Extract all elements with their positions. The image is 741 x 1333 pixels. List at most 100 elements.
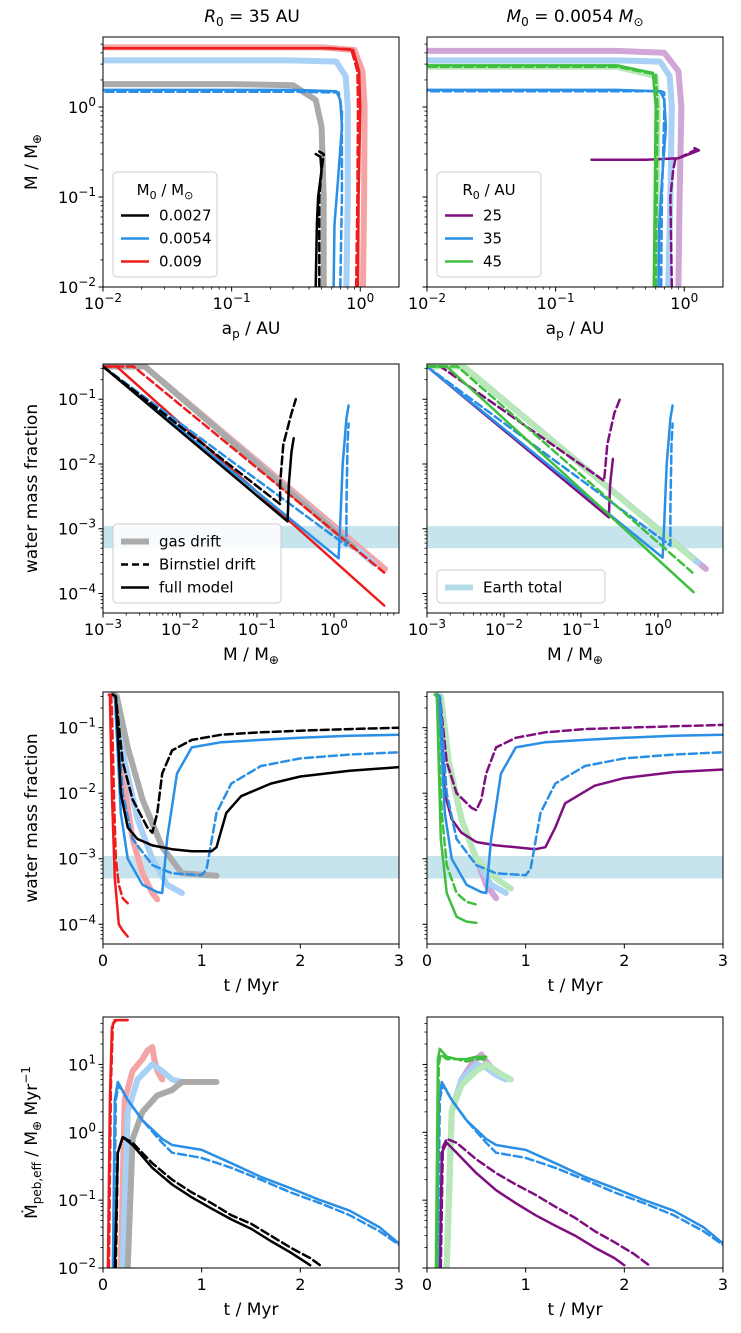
series-line xyxy=(103,365,350,560)
x-tick-label: 0 xyxy=(422,951,432,970)
y-tick-label: 10−1 xyxy=(58,1188,96,1210)
y-axis-label: M / M⊕ xyxy=(22,134,44,190)
x-axis-label: M / M⊕ xyxy=(547,645,603,667)
x-tick-label: 2 xyxy=(619,951,629,970)
series-line xyxy=(111,693,399,877)
series-line xyxy=(443,1051,500,1268)
x-tick-label: 100 xyxy=(320,617,348,639)
series-line xyxy=(435,1080,723,1268)
legend-label: Earth total xyxy=(483,579,562,597)
series-line xyxy=(103,365,350,547)
legend-label: full model xyxy=(159,579,234,597)
earth-band xyxy=(427,526,723,549)
legend-label: gas drift xyxy=(159,533,221,551)
plot-area xyxy=(106,1018,399,1268)
x-axis-label: t / Myr xyxy=(224,1300,279,1320)
series-line xyxy=(111,1080,399,1268)
x-tick-label: 3 xyxy=(394,1275,404,1294)
x-tick-label: 10−1 xyxy=(562,617,600,639)
y-tick-label: 100 xyxy=(68,95,96,117)
series-line xyxy=(427,47,685,287)
x-tick-label: 10−3 xyxy=(408,617,446,639)
x-tick-label: 0 xyxy=(422,1275,432,1294)
column-title-left: R0 = 35 AU xyxy=(204,7,300,29)
series-line xyxy=(111,693,399,895)
series-line xyxy=(314,152,323,287)
panel-r4c2: 0 1 2 3 t / Myr xyxy=(422,1016,728,1320)
legend-label: 0.0027 xyxy=(159,207,212,225)
panel-r3c2: 0 1 2 3 t / Myr xyxy=(422,691,728,996)
series-line xyxy=(427,65,659,287)
panel-r1c2: 10−2 10−1 100 ap / AU R0 / AU 25 35 45 xyxy=(408,36,724,341)
legend-label: 25 xyxy=(483,207,502,225)
x-tick-label: 100 xyxy=(346,291,374,313)
legend-label: 0.0054 xyxy=(159,230,212,248)
series-line xyxy=(103,88,344,287)
legend-label: 0.009 xyxy=(159,253,202,271)
series-line xyxy=(427,88,668,287)
series-line xyxy=(435,693,723,851)
x-tick-label: 3 xyxy=(718,951,728,970)
legend: Earth total xyxy=(436,569,606,604)
series-line xyxy=(438,1141,626,1268)
series-line xyxy=(435,693,723,812)
legend: M0 / M⊙ 0.0027 0.0054 0.009 xyxy=(112,171,218,278)
series-line xyxy=(103,365,298,506)
series-line xyxy=(427,365,694,574)
legend-box xyxy=(112,523,282,604)
axes-frame xyxy=(102,363,400,614)
series-line xyxy=(435,693,723,877)
x-axis-label: t / Myr xyxy=(548,1300,603,1320)
series-line xyxy=(112,1083,399,1268)
x-tick-label: 10−1 xyxy=(238,617,276,639)
series-line xyxy=(443,1061,514,1268)
y-axis-label: water mass fraction xyxy=(22,404,42,573)
series-line xyxy=(124,1079,220,1268)
plot-area xyxy=(427,47,701,287)
series-line xyxy=(427,365,623,483)
y-tick-label: 10−2 xyxy=(58,1256,96,1278)
series-line xyxy=(103,81,327,287)
x-tick-label: 10−2 xyxy=(161,617,199,639)
series-line xyxy=(111,693,399,853)
x-axis-label: M / M⊕ xyxy=(223,645,279,667)
x-tick-label: 10−1 xyxy=(537,291,575,313)
series-line xyxy=(103,365,295,523)
column-title-right: M0 = 0.0054 M⊙ xyxy=(507,7,644,29)
plot-area xyxy=(434,1047,723,1268)
x-tick-label: 1 xyxy=(197,951,207,970)
y-axis-label: water mass fraction xyxy=(22,733,42,902)
legend: gas drift Birnstiel drift full model xyxy=(112,523,282,604)
x-tick-label: 10−1 xyxy=(213,291,251,313)
x-tick-label: 10−2 xyxy=(408,291,446,313)
x-tick-label: 100 xyxy=(670,291,698,313)
x-tick-label: 0 xyxy=(98,951,108,970)
y-tick-label: 10−1 xyxy=(58,185,96,207)
series-line xyxy=(119,1061,185,1268)
x-tick-label: 1 xyxy=(197,1275,207,1294)
y-tick-label: 100 xyxy=(68,1120,96,1142)
legend-box xyxy=(436,171,542,278)
y-tick-label: 10−4 xyxy=(58,582,96,604)
plot-area xyxy=(427,364,723,594)
series-line xyxy=(427,64,657,287)
x-tick-label: 2 xyxy=(295,1275,305,1294)
series-line xyxy=(103,365,386,607)
legend-label: 35 xyxy=(483,230,502,248)
legend-title: M0 / M⊙ xyxy=(137,181,194,202)
axes-frame xyxy=(426,691,724,945)
series-line xyxy=(103,364,357,551)
x-tick-label: 10−3 xyxy=(84,617,122,639)
legend-box xyxy=(112,171,218,278)
y-tick-label: 10−3 xyxy=(58,517,96,539)
legend-title: R0 / AU xyxy=(462,181,515,202)
plot-area xyxy=(103,692,399,938)
legend-label: 45 xyxy=(483,253,502,271)
series-line xyxy=(111,693,399,834)
x-axis-label: ap / AU xyxy=(222,319,281,341)
series-line xyxy=(103,57,351,287)
series-line xyxy=(107,693,129,938)
y-tick-label: 10−1 xyxy=(58,387,96,409)
plot-area xyxy=(103,364,399,607)
x-tick-label: 0 xyxy=(98,1275,108,1294)
